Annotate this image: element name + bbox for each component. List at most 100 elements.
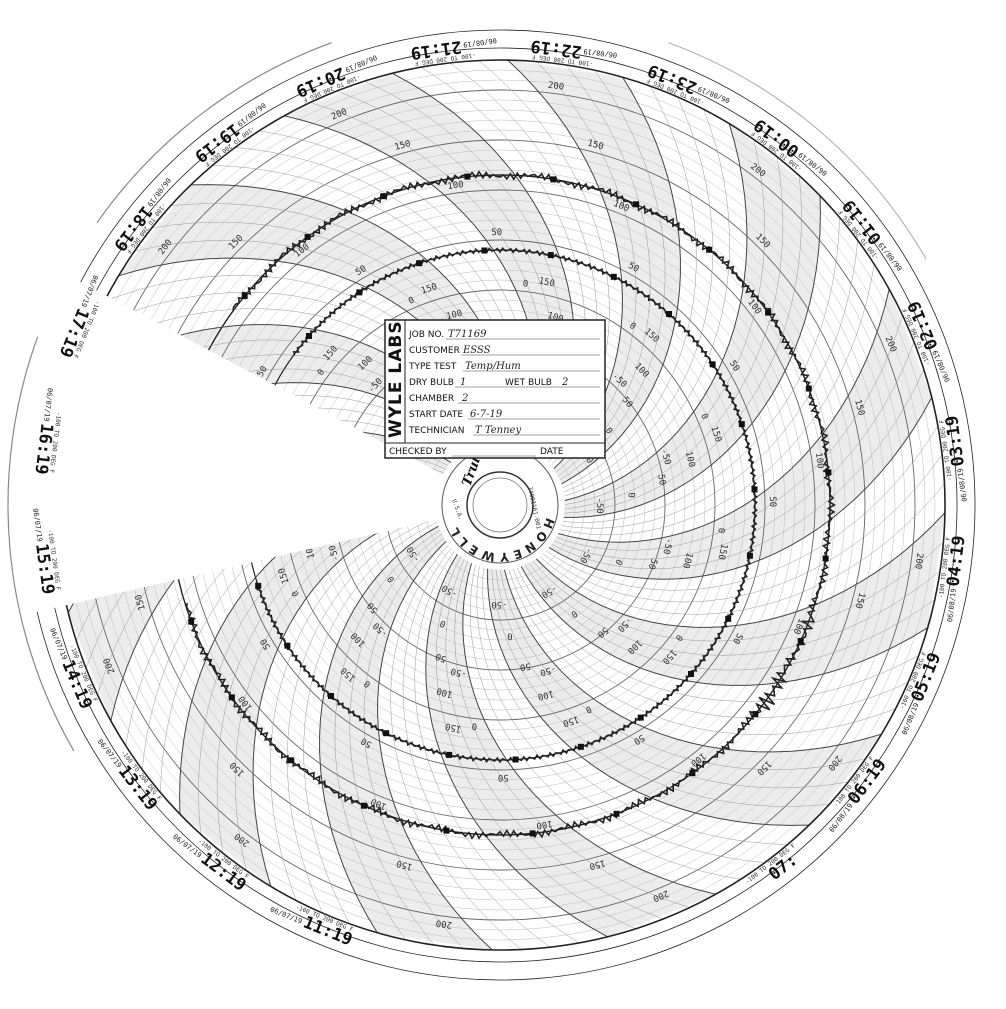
scale-number: 50: [259, 637, 273, 651]
scale-number: -50: [396, 496, 406, 512]
scale-number: 0: [625, 492, 635, 498]
scale-number: 100: [306, 441, 320, 459]
pen-mark: [613, 810, 620, 817]
pen-mark: [637, 714, 644, 721]
scale-number: -50: [326, 455, 340, 473]
pen-mark: [512, 756, 519, 763]
scale-number: 50: [727, 359, 741, 373]
start-date-value: 6-7-19: [470, 409, 503, 420]
pen-mark: [306, 333, 312, 339]
scale-number: 50: [632, 732, 646, 746]
checked-by-label: CHECKED BY: [389, 447, 447, 457]
pen-mark: [738, 421, 745, 428]
scale-number: 0: [291, 589, 302, 598]
pen-mark: [380, 193, 387, 200]
scale-number: 100: [436, 685, 454, 699]
scale-number: 0: [698, 412, 709, 421]
scale-number: 200: [435, 917, 452, 929]
scale-number: 50: [519, 660, 531, 672]
scale-number: 0: [316, 368, 327, 378]
form-date-label: DATE: [540, 447, 564, 457]
scale-number: 50: [498, 772, 509, 782]
form-brand: WYLE LABS: [386, 320, 406, 438]
pen-mark: [610, 273, 617, 280]
wet-bulb-label: WET BULB: [505, 378, 552, 388]
chart-rim: [36, 29, 976, 981]
scale-number: -50: [660, 537, 674, 555]
scale-number: 150: [853, 591, 867, 609]
pen-traces: [185, 170, 836, 840]
wyle-info-form: WYLE LABS JOB NO. T71169 CUSTOMER ESSS T…: [384, 319, 606, 459]
pen-mark: [443, 827, 450, 834]
pen-mark: [547, 252, 554, 259]
scale-number: 200: [912, 552, 924, 569]
scale-number: 150: [708, 425, 723, 444]
scale-number: -50: [328, 544, 342, 562]
date-label: 06/07/19: [42, 387, 54, 421]
scale-number: 150: [588, 857, 606, 871]
pen-mark: [689, 770, 696, 777]
pen-mark: [550, 176, 557, 183]
pen-mark: [383, 730, 390, 737]
pen-mark: [725, 615, 732, 622]
scale-number: 200: [76, 440, 88, 457]
type-test-label: TYPE TEST: [408, 362, 457, 372]
scale-number: 0: [569, 608, 579, 619]
pen-mark: [752, 711, 759, 718]
pen-mark: [188, 618, 195, 625]
scale-number: 0: [584, 703, 593, 714]
scale-number: 0: [603, 426, 614, 436]
start-date-label: START DATE: [409, 410, 463, 420]
pen-mark: [706, 246, 713, 253]
scale-number: 100: [813, 452, 825, 469]
scale-number: 50: [354, 264, 368, 278]
pen-mark: [361, 802, 367, 809]
scale-number: 0: [274, 476, 285, 483]
pen-mark: [356, 289, 363, 296]
pen-mark: [284, 642, 291, 649]
scale-number: 150: [716, 543, 729, 561]
scale-number: 100: [536, 688, 554, 702]
chamber-label: CHAMBER: [409, 394, 454, 404]
date-label: 06/07/19: [31, 508, 44, 543]
scale-number: 50: [730, 631, 744, 645]
scale-number: 100: [445, 309, 463, 323]
scale-number: 0: [522, 279, 529, 290]
scale-number: -50: [491, 599, 507, 609]
scale-number: 0: [439, 617, 448, 628]
scale-number: 50: [434, 650, 448, 663]
pen-mark: [751, 486, 758, 493]
pen-mark: [633, 201, 639, 208]
scale-number: 100: [194, 374, 209, 393]
technician-value: T Tenney: [475, 425, 521, 436]
pen-mark: [304, 233, 311, 240]
scale-number: 150: [538, 276, 556, 289]
scale-number: 200: [547, 81, 564, 93]
scale-number: 100: [683, 450, 697, 468]
scale-number: 150: [277, 566, 292, 585]
scale-number: 50: [767, 496, 777, 507]
wet-bulb-value: 2: [561, 377, 568, 388]
chamber-value: 2: [461, 393, 468, 404]
scale-number: 150: [444, 721, 462, 734]
scale-number: 150: [134, 400, 148, 418]
pen-mark: [666, 311, 672, 317]
scale-number: 150: [271, 449, 284, 467]
scale-number: 50: [256, 365, 270, 379]
type-test-value: Temp/Hum: [465, 361, 521, 372]
scale-number: -50: [594, 497, 604, 513]
job-no-value: T71169: [448, 329, 487, 340]
scale-number: -50: [539, 663, 557, 677]
pen-mark: [328, 693, 334, 699]
scale-number: 50: [223, 503, 233, 514]
pen-mark: [529, 830, 536, 837]
customer-label: CUSTOMER: [409, 346, 460, 356]
job-no-label: JOB NO.: [408, 330, 444, 340]
scale-number: 150: [395, 858, 413, 872]
paper-edge: [7, 42, 927, 752]
pen-mark: [577, 743, 584, 750]
scale-number: 0: [627, 321, 637, 332]
scale-number: -50: [450, 665, 468, 679]
pen-mark: [765, 309, 772, 316]
